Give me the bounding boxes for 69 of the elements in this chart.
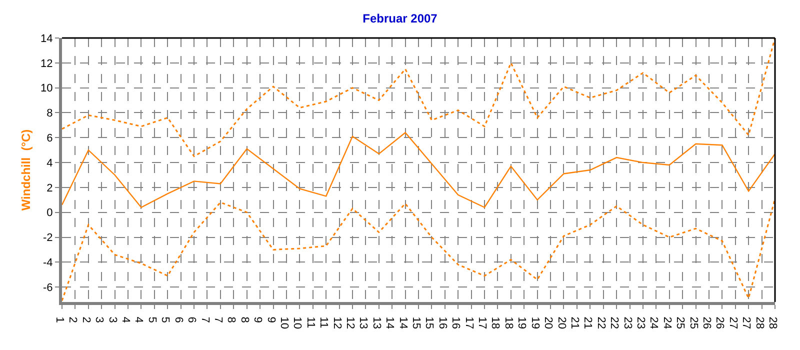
- x-tick-label: 21: [568, 316, 580, 329]
- x-tick-label: 25: [674, 316, 686, 329]
- y-tick-label: 14: [40, 32, 53, 45]
- x-tick-label: 6: [186, 316, 198, 323]
- x-tick-label: 10: [291, 316, 304, 329]
- y-tick-label: 12: [40, 58, 53, 70]
- x-tick-label: 9: [264, 316, 277, 323]
- x-tick-label: 3: [93, 316, 106, 323]
- y-tick-label: 6: [46, 132, 53, 144]
- x-tick-label: 2: [80, 316, 92, 323]
- x-tick-label: 21: [582, 316, 594, 329]
- x-tick-label: 20: [542, 316, 554, 329]
- x-tick-label: 13: [357, 316, 370, 329]
- x-tick-label: 18: [489, 316, 502, 329]
- x-tick-label: 19: [528, 316, 541, 329]
- y-axis-title: Windchill (°C): [18, 129, 33, 211]
- x-tick-label: 5: [146, 316, 158, 323]
- x-tick-label: 7: [198, 316, 211, 323]
- x-tick-label: 7: [212, 316, 224, 323]
- x-tick-label: 23: [634, 316, 646, 329]
- x-tick-label: 22: [594, 316, 607, 329]
- x-tick-label: 12: [344, 316, 356, 329]
- x-tick-label: 15: [423, 316, 436, 329]
- x-tick-label: 25: [687, 316, 700, 329]
- x-tick-label: 14: [384, 316, 396, 329]
- y-tick-label: 2: [46, 182, 53, 194]
- x-tick-label: 26: [714, 316, 726, 329]
- y-tick-label: -6: [43, 282, 53, 294]
- x-tick-label: 5: [159, 316, 172, 323]
- x-tick-label: 10: [278, 316, 290, 329]
- x-tick-label: 8: [225, 316, 238, 323]
- x-tick-label: 27: [740, 316, 752, 329]
- x-tick-label: 24: [660, 316, 673, 329]
- x-tick-label: 4: [132, 316, 145, 323]
- y-tick-label: 0: [46, 207, 53, 220]
- x-tick-label: 8: [238, 316, 250, 323]
- x-tick-label: 20: [555, 316, 568, 329]
- y-tick-label: -4: [43, 257, 53, 269]
- y-tick-label: 10: [40, 82, 53, 95]
- x-tick-label: 28: [766, 316, 778, 329]
- x-tick-label: 9: [252, 316, 264, 323]
- x-tick-label: 13: [370, 316, 382, 329]
- x-tick-label: 1: [54, 316, 66, 323]
- x-tick-label: 14: [396, 316, 409, 329]
- chart-title: Februar 2007: [362, 11, 438, 26]
- y-tick-label: 4: [46, 157, 53, 170]
- x-tick-label: 26: [700, 316, 712, 329]
- x-tick-label: 19: [516, 316, 528, 329]
- x-tick-label: 6: [172, 316, 184, 323]
- x-tick-label: 17: [462, 316, 475, 329]
- line-series: [62, 132, 775, 208]
- x-tick-label: 3: [106, 316, 118, 323]
- x-tick-label: 23: [621, 316, 634, 329]
- x-tick-label: 16: [436, 316, 448, 329]
- x-tick-label: 16: [450, 316, 462, 329]
- x-tick-label: 2: [66, 316, 79, 323]
- x-tick-label: 17: [476, 316, 488, 329]
- x-tick-label: 28: [753, 316, 766, 329]
- x-tick-label: 27: [726, 316, 739, 329]
- x-tick-label: 4: [120, 316, 132, 323]
- x-tick-label: 18: [502, 316, 514, 329]
- x-tick-label: 11: [318, 316, 330, 328]
- x-tick-label: 24: [648, 316, 660, 329]
- x-tick-label: 12: [330, 316, 343, 329]
- x-tick-label: 15: [410, 316, 422, 329]
- y-tick-label: -2: [43, 232, 53, 244]
- x-tick-label: 11: [304, 316, 316, 328]
- y-tick-label: 8: [46, 108, 53, 120]
- x-tick-label: 22: [608, 316, 620, 329]
